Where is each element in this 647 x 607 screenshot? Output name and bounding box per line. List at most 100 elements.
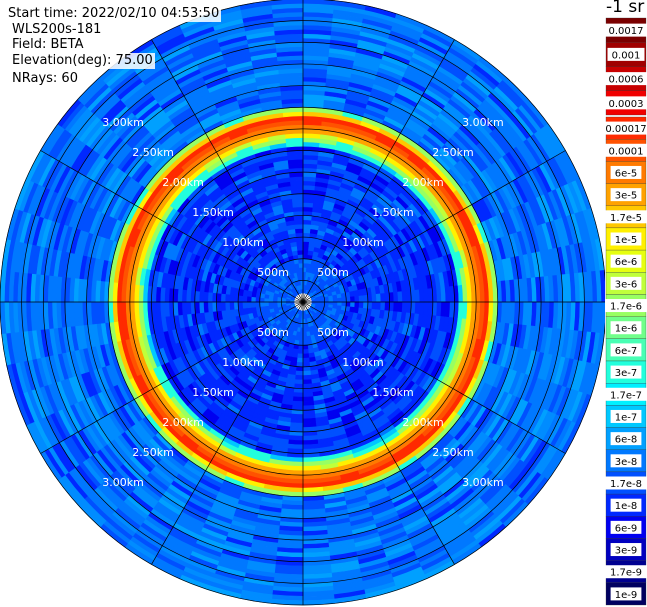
heatmap-cell: [302, 370, 312, 376]
center-spoke: [295, 297, 304, 303]
heatmap-cell: [401, 301, 408, 314]
colorbar-label-bg: [610, 276, 642, 290]
heatmap-cell: [295, 236, 304, 243]
colorbar-label-bg: [605, 121, 647, 135]
center-spoke: [300, 293, 304, 303]
colorbar-label-bg: [610, 454, 642, 468]
colorbar-label: 3e-6: [615, 279, 638, 290]
ring-label: 1.50km: [192, 206, 234, 219]
colorbar-label-bg: [610, 498, 642, 512]
azimuth-line: [40, 301, 304, 454]
colorbar-label-bg: [605, 476, 647, 490]
heatmap-cell: [276, 301, 282, 306]
ring-label: 2.50km: [132, 446, 174, 459]
center-spoke: [302, 301, 312, 305]
colorbar-label: 1e-6: [615, 324, 638, 335]
heatmap-cell: [293, 383, 304, 389]
colorbar-label-bg: [610, 520, 642, 534]
colorbar-label: 6e-6: [615, 257, 638, 268]
field-label: Field: BETA: [10, 37, 86, 53]
colorbar-label: 1.7e-7: [610, 390, 642, 401]
heatmap-cell: [292, 392, 304, 398]
colorbar-label-bg: [610, 321, 642, 335]
azimuth-line: [302, 39, 455, 303]
heatmap-cell: [220, 301, 226, 311]
colorbar-label-bg: [605, 72, 647, 86]
heatmap-cell: [302, 374, 312, 381]
center-spoke: [295, 301, 304, 307]
ring-label: 3.00km: [102, 116, 144, 129]
colorbar: 0.0017 0.001 0.0006 0.0003 0.00017 0.0001 6e-5…: [605, 17, 647, 606]
instrument-label: WLS200s-181: [10, 22, 104, 38]
colorbar-label: 1e-5: [615, 235, 638, 246]
colorbar-unit-label: -1 sr: [606, 0, 645, 17]
heatmap-cell: [302, 366, 311, 372]
elevation-label: Elevation(deg): 75.00: [10, 53, 155, 69]
heatmap-cell: [302, 228, 312, 234]
heatmap-cell: [216, 292, 222, 303]
heatmap-cell: [220, 293, 226, 303]
heatmap-cell: [250, 296, 256, 303]
heatmap-cell: [294, 223, 304, 230]
colorbar-label-bg: [605, 143, 647, 157]
heatmap-cell: [380, 293, 386, 303]
heatmap-cell: [233, 301, 239, 310]
heatmap-cell: [371, 293, 377, 303]
colorbar-label: 1.7e-8: [610, 479, 642, 490]
ring-label: 3.00km: [462, 476, 504, 489]
heatmap-cell: [296, 353, 304, 359]
heatmap-cell: [263, 301, 269, 307]
heatmap-cell: [246, 295, 252, 303]
heatmap-cell: [328, 298, 334, 303]
colorbar-label: 0.001: [612, 50, 641, 61]
center-spoke: [296, 301, 304, 309]
colorbar-label-bg: [610, 232, 642, 246]
heatmap-cell: [296, 241, 304, 247]
heatmap-cell: [302, 379, 312, 385]
heatmap-cell: [294, 370, 304, 376]
heatmap-cell: [358, 301, 364, 309]
colorbar-label: 6e-5: [615, 168, 638, 179]
heatmap-cell: [237, 294, 244, 303]
center-spoke: [302, 295, 310, 303]
heatmap-cell: [207, 291, 213, 303]
ring-label: 500m: [317, 266, 349, 279]
heatmap-cell: [299, 275, 304, 281]
colorbar-label-bg: [605, 210, 647, 224]
heatmap-cell: [297, 254, 304, 260]
heatmap-cell: [302, 202, 314, 208]
range-ring-labels: 500m 500m 500m 500m 1.00km 1.00km 1.00km 1.00km…: [102, 116, 504, 489]
colorbar-label: 6e-9: [615, 523, 638, 534]
colorbar-label-bg: [610, 165, 642, 179]
azimuth-line: [302, 150, 566, 303]
start-time-label: Start time: 2022/02/10 04:53:50: [6, 6, 222, 22]
center-spoke: [302, 301, 308, 310]
heatmap-cell: [367, 301, 373, 310]
heatmap-cell: [295, 361, 304, 368]
colorbar-label: 1e-9: [615, 590, 638, 601]
center-spoke: [302, 301, 306, 311]
heatmap-cell: [302, 241, 310, 247]
ring-label: 2.50km: [432, 446, 474, 459]
heatmap-cell: [237, 301, 244, 310]
azimuth-line: [40, 150, 304, 303]
heatmap-cell: [375, 293, 382, 303]
heatmap-cell: [354, 301, 360, 309]
heatmap-cell: [292, 396, 304, 402]
heatmap-cell: [302, 340, 308, 346]
heatmap-cell: [198, 301, 205, 314]
ring-label: 500m: [257, 326, 289, 339]
heatmap-cell: [302, 206, 314, 212]
colorbar-label: 1e-7: [615, 412, 638, 423]
heatmap-cell: [296, 245, 304, 251]
polar-grid: [0, 0, 605, 606]
heatmap-cell: [302, 353, 310, 359]
ring-label: 2.50km: [132, 146, 174, 159]
heatmap-cell: [384, 301, 390, 312]
heatmap-cell: [324, 298, 330, 303]
ring-label: 1.00km: [342, 236, 384, 249]
heatmap-cell: [302, 232, 311, 238]
nrays-label: NRays: 60: [10, 71, 80, 87]
colorbar-label: 1.7e-9: [610, 568, 642, 579]
heatmap-cell: [292, 206, 304, 212]
